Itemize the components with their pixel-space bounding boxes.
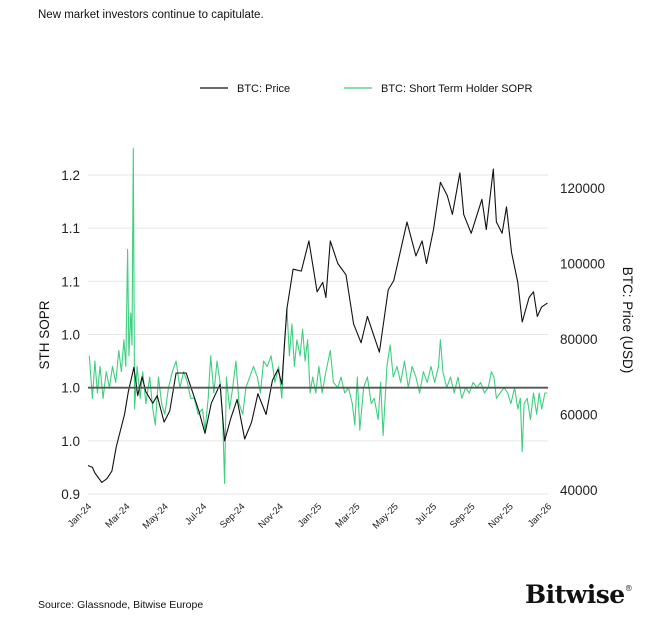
y-right-tick-label: 60000 bbox=[560, 408, 598, 423]
x-tick-label: Jan-26 bbox=[526, 501, 554, 529]
x-tick-label: May-25 bbox=[371, 501, 401, 531]
y-left-tick-label: 1.0 bbox=[61, 328, 80, 343]
x-tick-label: Nov-25 bbox=[486, 501, 515, 530]
y-left-tick-label: 1.2 bbox=[61, 168, 80, 183]
x-tick-label: Nov-24 bbox=[256, 501, 285, 530]
x-tick-label: Mar-24 bbox=[103, 501, 132, 530]
x-tick-label: Jan-25 bbox=[296, 501, 324, 529]
x-tick-label: Jul-24 bbox=[183, 501, 209, 527]
x-tick-label: Sep-24 bbox=[218, 501, 247, 530]
y-left-tick-label: 1.0 bbox=[61, 434, 80, 449]
legend-label-sopr: BTC: Short Term Holder SOPR bbox=[381, 83, 532, 95]
y-right-tick-label: 40000 bbox=[560, 483, 598, 498]
x-tick-label: Jan-24 bbox=[66, 501, 94, 529]
y-left-tick-label: 1.1 bbox=[61, 221, 80, 236]
y-right-axis-label: BTC: Price (USD) bbox=[620, 267, 635, 374]
y-left-tick-label: 0.9 bbox=[61, 487, 80, 502]
y-right-tick-label: 100000 bbox=[560, 257, 605, 272]
y-left-tick-label: 1.0 bbox=[61, 381, 80, 396]
x-tick-label: Jul-25 bbox=[413, 501, 439, 527]
source-note: Source: Glassnode, Bitwise Europe bbox=[38, 599, 204, 611]
sopr-series-line bbox=[88, 147, 548, 484]
y-right-tick-label: 120000 bbox=[560, 181, 605, 196]
price-series-line bbox=[87, 168, 548, 483]
x-tick-label: May-24 bbox=[141, 501, 171, 531]
y-left-axis-label: STH SOPR bbox=[37, 300, 52, 369]
bitwise-logo: Bitwise® bbox=[525, 580, 633, 609]
x-tick-label: Sep-25 bbox=[448, 501, 477, 530]
y-right-tick-label: 80000 bbox=[560, 332, 598, 347]
chart-subtitle: New market investors continue to capitul… bbox=[38, 9, 264, 21]
x-tick-label: Mar-25 bbox=[333, 501, 362, 530]
y-left-tick-label: 1.1 bbox=[61, 274, 80, 289]
legend-label-price: BTC: Price bbox=[237, 83, 290, 95]
